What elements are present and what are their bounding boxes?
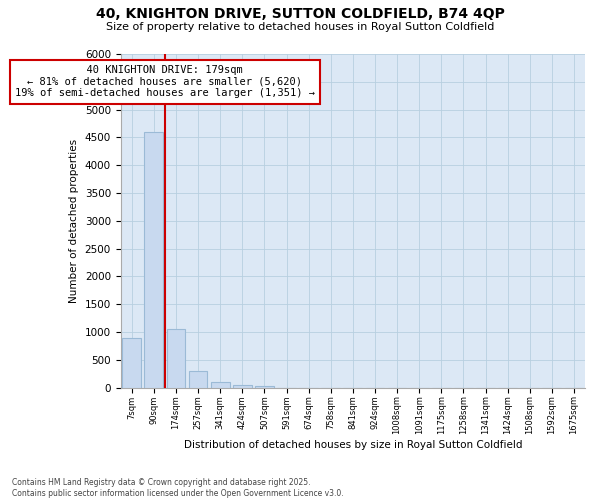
X-axis label: Distribution of detached houses by size in Royal Sutton Coldfield: Distribution of detached houses by size … [184, 440, 522, 450]
Bar [255, 386, 274, 388]
Bar [145, 132, 163, 388]
Y-axis label: Number of detached properties: Number of detached properties [69, 139, 79, 303]
Text: Size of property relative to detached houses in Royal Sutton Coldfield: Size of property relative to detached ho… [106, 22, 494, 32]
Text: Contains HM Land Registry data © Crown copyright and database right 2025.
Contai: Contains HM Land Registry data © Crown c… [12, 478, 344, 498]
Bar [211, 382, 230, 388]
Text: 40, KNIGHTON DRIVE, SUTTON COLDFIELD, B74 4QP: 40, KNIGHTON DRIVE, SUTTON COLDFIELD, B7… [95, 8, 505, 22]
Bar [167, 330, 185, 388]
Bar [122, 338, 141, 388]
Bar [188, 371, 208, 388]
Text: 40 KNIGHTON DRIVE: 179sqm  
← 81% of detached houses are smaller (5,620)
19% of : 40 KNIGHTON DRIVE: 179sqm ← 81% of detac… [15, 65, 315, 98]
Bar [233, 385, 252, 388]
